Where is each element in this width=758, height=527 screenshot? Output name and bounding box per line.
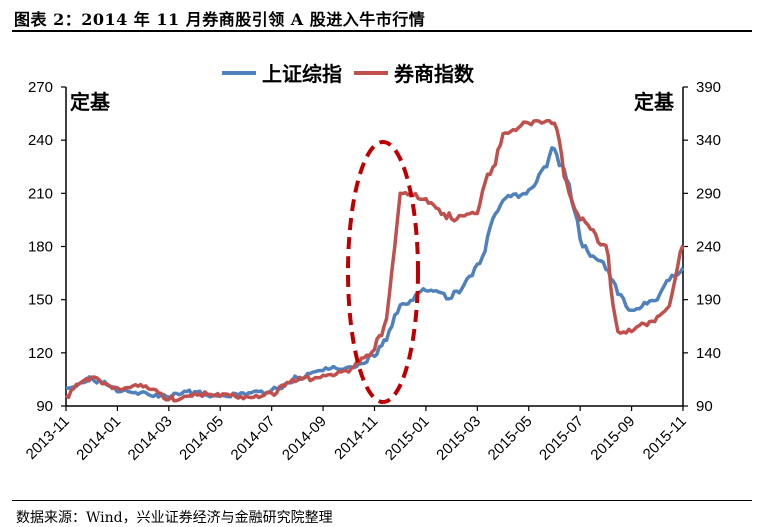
x-tick-label: 2014-09 bbox=[279, 413, 330, 464]
legend-item-brokers: 券商指数 bbox=[354, 58, 474, 87]
x-tick-label: 2014-05 bbox=[176, 413, 227, 464]
right-tick-label: 90 bbox=[696, 398, 713, 415]
legend-label: 上证综指 bbox=[262, 62, 342, 86]
legend-swatch-blue bbox=[222, 70, 256, 75]
x-tick-label: 2015-09 bbox=[587, 413, 638, 464]
left-tick-label: 90 bbox=[36, 398, 53, 415]
right-tick-label: 240 bbox=[696, 239, 721, 256]
x-tick-label: 2015-01 bbox=[382, 413, 433, 464]
legend-swatch-red bbox=[354, 70, 388, 75]
legend-label: 券商指数 bbox=[394, 62, 474, 86]
highlight-ellipse bbox=[346, 140, 420, 404]
legend-item-sse: 上证综指 bbox=[222, 58, 342, 87]
right-axis-unit: 定基 bbox=[634, 90, 674, 114]
left-tick-label: 180 bbox=[28, 239, 53, 256]
line-chart: 270 240 210 180 150 120 90 390 340 290 240 190 140 90… bbox=[23, 79, 721, 464]
sse-composite-line bbox=[65, 146, 685, 400]
data-source: 数据来源：Wind，兴业证券经济与金融研究院整理 bbox=[16, 510, 333, 526]
x-tick-label: 2013-11 bbox=[23, 413, 73, 463]
footer-divider bbox=[12, 500, 752, 501]
left-tick-label: 240 bbox=[28, 132, 53, 149]
x-tick-label: 2014-07 bbox=[228, 413, 279, 464]
figure-title: 图表 2：2014 年 11 月券商股引领 A 股进入牛市行情 bbox=[14, 10, 426, 29]
x-tick-label: 2014-11 bbox=[331, 413, 381, 463]
chart-axes: 270 240 210 180 150 120 90 390 340 290 240 190 140 90… bbox=[23, 79, 721, 464]
left-tick-label: 150 bbox=[28, 292, 53, 309]
x-tick-label: 2015-07 bbox=[536, 413, 587, 464]
right-tick-label: 340 bbox=[696, 132, 721, 149]
left-axis-unit: 定基 bbox=[70, 90, 110, 114]
right-tick-label: 140 bbox=[696, 345, 721, 362]
left-tick-label: 270 bbox=[28, 79, 53, 96]
x-tick-label: 2014-01 bbox=[73, 413, 124, 464]
title-divider bbox=[12, 30, 752, 32]
right-tick-label: 290 bbox=[696, 185, 721, 202]
right-tick-label: 390 bbox=[696, 79, 721, 96]
left-tick-label: 120 bbox=[28, 345, 53, 362]
broker-index-line bbox=[64, 118, 685, 403]
x-tick-label: 2015-11 bbox=[640, 413, 690, 463]
chart-series bbox=[64, 118, 685, 403]
chart-legend: 上证综指 券商指数 bbox=[222, 58, 474, 87]
x-tick-label: 2015-03 bbox=[433, 413, 484, 464]
right-tick-label: 190 bbox=[696, 292, 721, 309]
x-tick-label: 2015-05 bbox=[485, 413, 536, 464]
left-tick-label: 210 bbox=[28, 185, 53, 202]
x-tick-label: 2014-03 bbox=[125, 413, 176, 464]
